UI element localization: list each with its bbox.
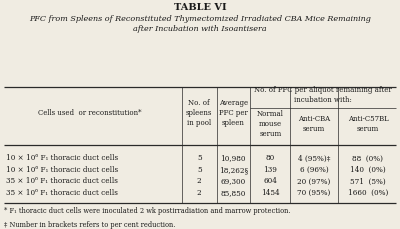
Text: 10 × 10⁶ F₁ thoracic duct cells: 10 × 10⁶ F₁ thoracic duct cells bbox=[6, 166, 118, 174]
Text: ‡ Number in brackets refers to per cent reduction.: ‡ Number in brackets refers to per cent … bbox=[4, 221, 175, 229]
Text: 140  (0%): 140 (0%) bbox=[350, 166, 386, 174]
Text: 35 × 10⁶ F₁ thoracic duct cells: 35 × 10⁶ F₁ thoracic duct cells bbox=[6, 177, 118, 185]
Text: 88  (0%): 88 (0%) bbox=[352, 155, 384, 162]
Text: TABLE VI: TABLE VI bbox=[174, 3, 226, 12]
Text: 6 (96%): 6 (96%) bbox=[300, 166, 328, 174]
Text: 604: 604 bbox=[264, 177, 277, 185]
Text: 571  (5%): 571 (5%) bbox=[350, 177, 386, 185]
Text: 5: 5 bbox=[197, 166, 202, 174]
Text: Average
PFC per
spleen: Average PFC per spleen bbox=[219, 99, 248, 127]
Text: No. of PFC per aliquot remaining after
incubation with:: No. of PFC per aliquot remaining after i… bbox=[254, 86, 392, 104]
Text: 20 (97%): 20 (97%) bbox=[297, 177, 331, 185]
Text: * F₁ thoracic duct cells were inoculated 2 wk postirradiation and marrow protect: * F₁ thoracic duct cells were inoculated… bbox=[4, 207, 290, 215]
Text: 5: 5 bbox=[197, 155, 202, 162]
Text: Normal
mouse
serum: Normal mouse serum bbox=[257, 110, 284, 138]
Text: 2: 2 bbox=[197, 177, 202, 185]
Text: 10 × 10⁶ F₁ thoracic duct cells: 10 × 10⁶ F₁ thoracic duct cells bbox=[6, 155, 118, 162]
Text: 18,262§: 18,262§ bbox=[218, 166, 248, 174]
Text: No. of
spleens
in pool: No. of spleens in pool bbox=[186, 99, 212, 127]
Text: 2: 2 bbox=[197, 189, 202, 197]
Text: Cells used  or reconstitution*: Cells used or reconstitution* bbox=[38, 109, 142, 117]
Text: 139: 139 bbox=[264, 166, 277, 174]
Text: 10,980: 10,980 bbox=[220, 155, 246, 162]
Text: 35 × 10⁶ F₁ thoracic duct cells: 35 × 10⁶ F₁ thoracic duct cells bbox=[6, 189, 118, 197]
Text: PFC from Spleens of Reconstituted Thymectomized Irradiated CBA Mice Remaining
af: PFC from Spleens of Reconstituted Thymec… bbox=[29, 15, 371, 33]
Text: 4 (95%)‡: 4 (95%)‡ bbox=[298, 155, 330, 162]
Text: Anti-C57BL
serum: Anti-C57BL serum bbox=[348, 115, 388, 133]
Text: Anti-CBA
serum: Anti-CBA serum bbox=[298, 115, 330, 133]
Text: 1660  (0%): 1660 (0%) bbox=[348, 189, 388, 197]
Text: 80: 80 bbox=[266, 155, 275, 162]
Text: 70 (95%): 70 (95%) bbox=[297, 189, 331, 197]
Text: 85,850: 85,850 bbox=[220, 189, 246, 197]
Text: 1454: 1454 bbox=[261, 189, 280, 197]
Text: 69,300: 69,300 bbox=[220, 177, 246, 185]
